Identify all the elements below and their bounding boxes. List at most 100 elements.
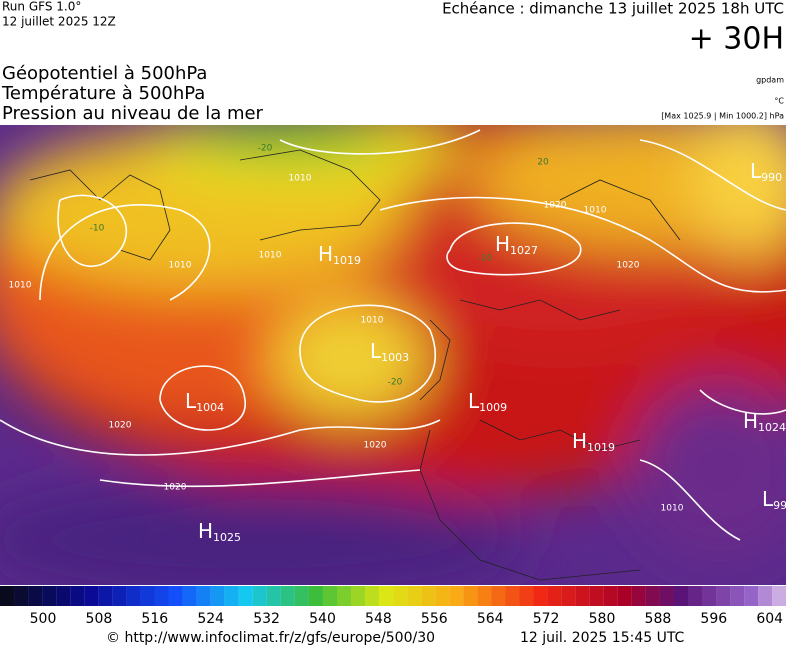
colorbar-swatch [407,586,422,606]
colorbar-label: 588 [645,611,672,627]
pressure-center: H1019 [318,242,361,268]
generated-time: 12 juil. 2025 15:45 UTC [520,630,685,646]
colorbar-label: 548 [365,611,392,627]
contour-label: 20 [537,158,549,168]
colorbar-swatch [463,586,478,606]
field-name: Pression au niveau de la mer [2,103,264,124]
colorbar-swatch [84,586,99,606]
unit: [Max 1025.9 | Min 1000.2] hPa [661,112,784,121]
contour-label: 1010 [289,174,312,184]
contour-label: 1020 [617,261,640,271]
colorbar-swatch [308,586,323,606]
colorbar-label: 556 [421,611,448,627]
unit: gpdam [756,76,784,85]
field-name: Géopotentiel à 500hPa [2,63,207,84]
contour-label: 1010 [361,316,384,326]
colorbar-swatch [252,586,267,606]
colorbar: 500 508 516 524 532 540 548 556 564 572 580 588 596 6… [0,586,786,627]
colorbar-swatch [365,586,380,606]
center-value: 1004 [196,401,224,414]
colorbar-swatch [477,586,492,606]
contour-label: 1020 [109,421,132,431]
colorbar-swatch [266,586,281,606]
colorbar-swatch [730,586,745,606]
contour-label: -20 [258,144,273,154]
colorbar-swatch [126,586,141,606]
contour-label: 1010 [259,251,282,261]
center-letter: L [370,339,382,363]
source-url: © http://www.infoclimat.fr/z/gfs/europe/… [106,630,435,646]
colorbar-swatch [393,586,408,606]
center-value: 990 [761,171,782,184]
pressure-center: H1024 [743,409,786,435]
center-value: 1019 [587,441,615,454]
colorbar-swatch [224,586,239,606]
colorbar-swatch [645,586,660,606]
valid-time: Echéance : dimanche 13 juillet 2025 18h … [442,0,784,18]
center-letter: L [185,389,197,413]
contour-label: 1020 [544,201,567,211]
colorbar-swatch [42,586,57,606]
colorbar-swatch [210,586,225,606]
colorbar-label: 516 [141,611,168,627]
colorbar-swatch [603,586,618,606]
colorbar-swatch [533,586,548,606]
colorbar-swatch [772,586,786,606]
colorbar-swatch [351,586,366,606]
colorbar-swatch [56,586,71,606]
contour-label: -20 [388,378,403,388]
colorbar-label: 580 [589,611,616,627]
pressure-center: L99 [762,487,786,513]
colorbar-swatch [491,586,506,606]
colorbar-swatch [744,586,759,606]
colorbar-swatch [673,586,689,606]
colorbar-swatch [631,586,646,606]
run-label: Run GFS 1.0° [2,0,81,14]
colorbar-swatch [14,586,29,606]
center-value: 1003 [381,351,409,364]
center-value: 1009 [479,401,507,414]
colorbar-swatch [98,586,113,606]
colorbar-label: 604 [756,611,783,627]
center-letter: H [495,232,510,256]
contour-label: 1020 [364,441,387,451]
center-letter: L [750,159,762,183]
center-letter: H [743,409,758,433]
colorbar-swatch [322,586,338,606]
colorbar-swatch [561,586,576,606]
colorbar-swatch [0,586,15,606]
contour-label: 1010 [661,504,684,514]
colorbar-swatch [589,586,604,606]
colorbar-swatch [70,586,85,606]
center-value: 1024 [758,421,786,434]
colorbar-swatch [547,586,562,606]
center-value: 1025 [213,531,241,544]
colorbar-swatch [280,586,295,606]
pressure-center: L1004 [185,389,224,415]
colorbar-label: 572 [533,611,560,627]
center-value: 99 [773,499,786,512]
colorbar-label: 540 [309,611,336,627]
center-value: 1019 [333,254,361,267]
colorbar-swatch [687,586,703,606]
colorbar-swatch [182,586,197,606]
pressure-center: L990 [750,159,782,185]
contour-label: -10 [90,224,105,234]
unit: °C [774,97,784,106]
center-letter: H [198,519,213,543]
run-date: 12 juillet 2025 12Z [2,15,116,29]
colorbar-swatch [154,586,169,606]
lead-time: + 30H [689,22,784,57]
colorbar-swatch [758,586,773,606]
pressure-center: H1027 [495,232,538,258]
colorbar-swatch [575,586,590,606]
contour-label: 1010 [169,261,192,271]
colorbar-swatch [294,586,309,606]
colorbar-swatch [196,586,211,606]
colorbar-label: 564 [477,611,504,627]
colorbar-label: 500 [30,611,57,627]
colorbar-swatch [519,586,534,606]
pressure-center: L1003 [370,339,409,365]
